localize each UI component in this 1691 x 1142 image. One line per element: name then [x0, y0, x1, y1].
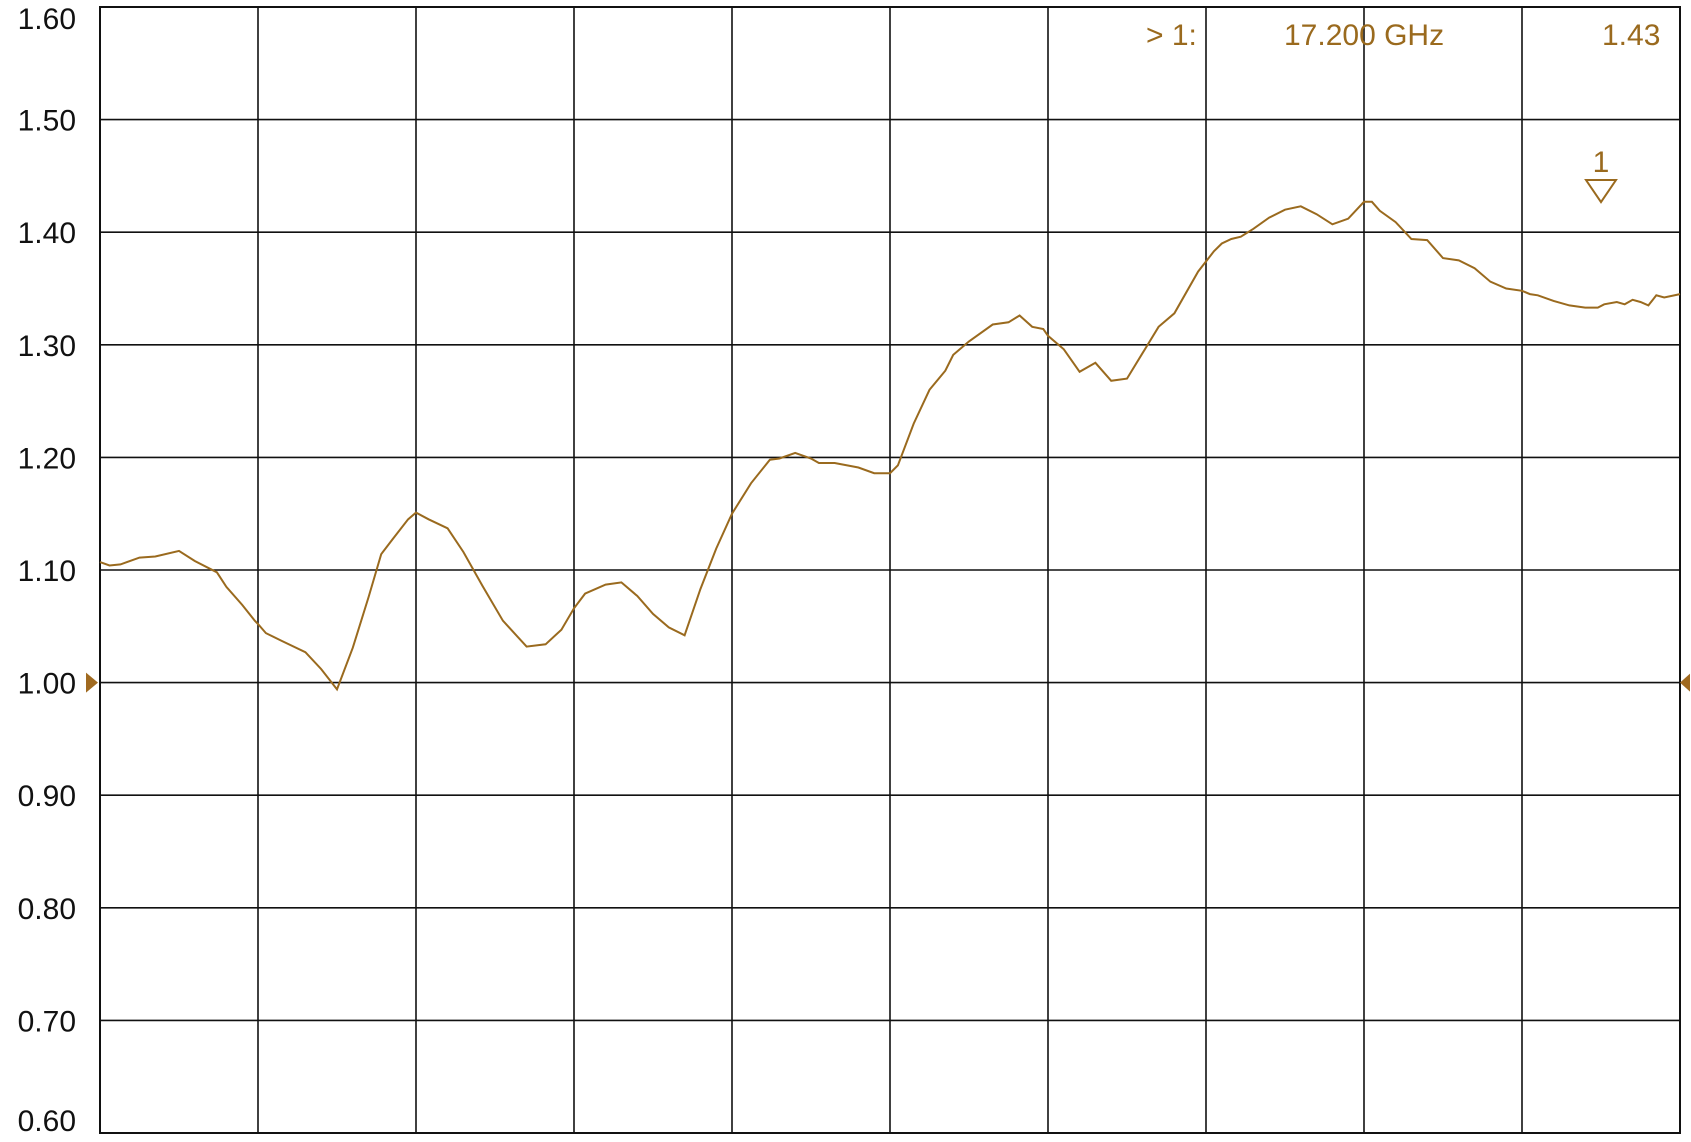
vswr-trace-line [99, 200, 1681, 692]
y-tick-label: 1.60 [18, 3, 76, 36]
y-tick-label: 0.80 [18, 893, 76, 926]
marker-number-label: 1 [1593, 146, 1610, 179]
y-tick-label: 1.20 [18, 442, 76, 475]
reference-level-arrows [86, 672, 1690, 693]
marker-readout-prefix: > 1: [1146, 19, 1197, 52]
marker-readout-value: 1.43 [1602, 19, 1660, 52]
marker-readout: > 1: 17.200 GHz 1.43 [1146, 19, 1660, 52]
marker-readout-frequency: 17.200 GHz [1284, 19, 1444, 52]
reference-arrow-left-icon [86, 672, 98, 693]
y-tick-label: 1.50 [18, 105, 76, 138]
marker-1: 1 [1584, 146, 1618, 204]
y-tick-label: 0.90 [18, 780, 76, 813]
marker-triangle-icon [1584, 179, 1618, 204]
y-tick-label: 0.60 [18, 1105, 76, 1138]
y-tick-label: 1.00 [18, 668, 76, 701]
y-tick-label: 0.70 [18, 1005, 76, 1038]
y-tick-labels: 1.60 1.50 1.40 1.30 1.20 1.10 1.00 0.90 0.80 0.70… [18, 3, 76, 1138]
plot-grid [99, 6, 1681, 1134]
y-tick-label: 1.10 [18, 555, 76, 588]
y-tick-label: 1.30 [18, 330, 76, 363]
reference-arrow-right-icon [1680, 673, 1690, 692]
y-tick-label: 1.40 [18, 217, 76, 250]
